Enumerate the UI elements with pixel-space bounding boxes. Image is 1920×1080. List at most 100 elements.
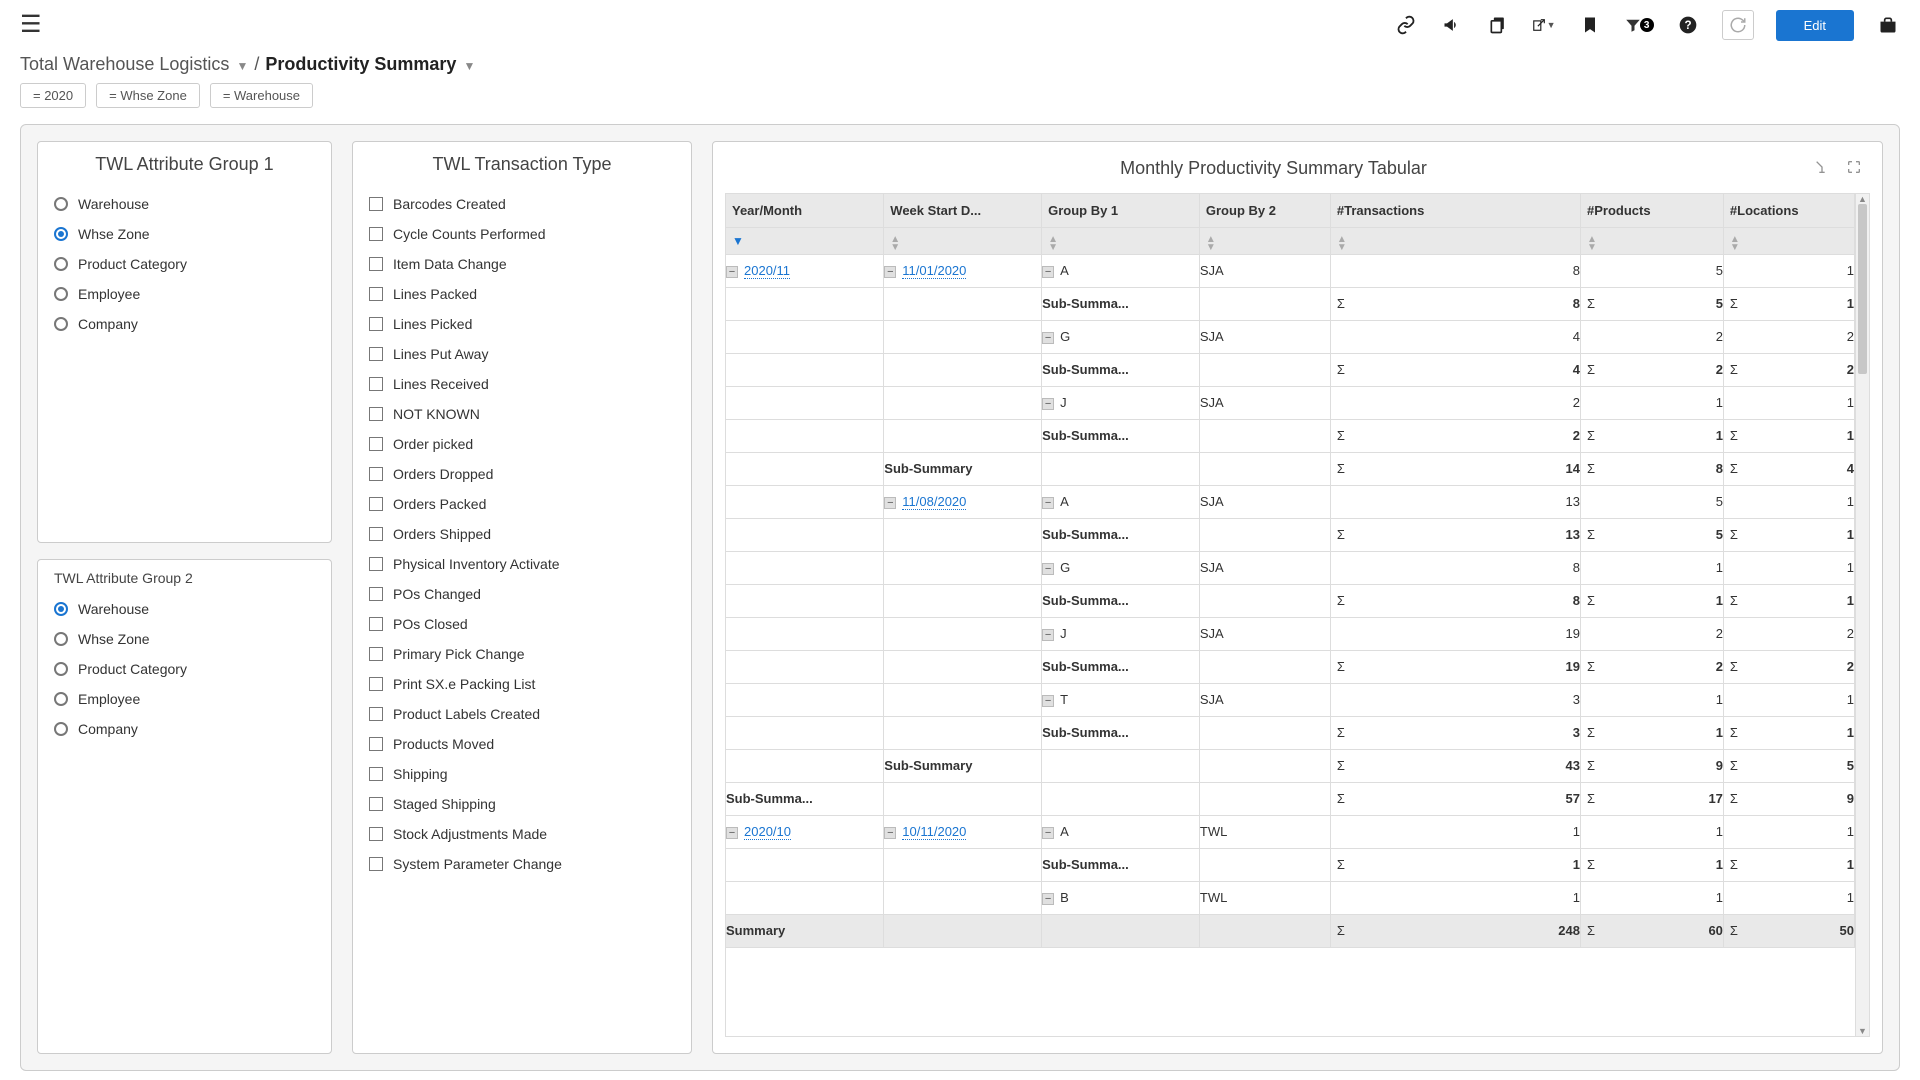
sort-products[interactable]: ▲▼ [1581, 227, 1724, 254]
checkbox-icon [369, 617, 383, 631]
table-row: Sub-Summa...1922 [726, 650, 1855, 683]
column-header[interactable]: #Products [1581, 194, 1724, 227]
sort-locations[interactable]: ▲▼ [1723, 227, 1854, 254]
column-header[interactable]: Week Start D... [884, 194, 1042, 227]
collapse-handle-icon[interactable]: − [1042, 332, 1054, 344]
checkbox-option[interactable]: POs Changed [369, 579, 675, 609]
column-header[interactable]: Group By 2 [1199, 194, 1330, 227]
filter-pill[interactable]: = Whse Zone [96, 83, 200, 108]
checkbox-option[interactable]: Lines Put Away [369, 339, 675, 369]
checkbox-option[interactable]: Physical Inventory Activate [369, 549, 675, 579]
sort-week-start[interactable]: ▲▼ [884, 227, 1042, 254]
radio-option[interactable]: Warehouse [54, 594, 315, 624]
collapse-handle-icon[interactable]: − [1042, 629, 1054, 641]
collapse-handle-icon[interactable]: − [884, 827, 896, 839]
checkbox-option[interactable]: Lines Received [369, 369, 675, 399]
collapse-handle-icon[interactable]: − [884, 497, 896, 509]
collapse-handle-icon[interactable]: − [1042, 563, 1054, 575]
hamburger-menu-icon[interactable]: ☰ [20, 13, 42, 37]
year-month-link[interactable]: 2020/11 [744, 263, 790, 279]
sort-year-month[interactable]: ▼ [726, 227, 884, 254]
help-icon[interactable]: ? [1676, 13, 1700, 37]
checkbox-option[interactable]: Primary Pick Change [369, 639, 675, 669]
collapse-handle-icon[interactable]: − [1042, 497, 1054, 509]
checkbox-option[interactable]: Print SX.e Packing List [369, 669, 675, 699]
year-month-link[interactable]: 2020/10 [744, 824, 791, 840]
checkbox-option[interactable]: Products Moved [369, 729, 675, 759]
week-start-link[interactable]: 11/01/2020 [902, 263, 966, 279]
breadcrumb-current[interactable]: Productivity Summary ▼ [265, 54, 475, 75]
radio-option[interactable]: Warehouse [54, 189, 315, 219]
checkbox-label: Shipping [393, 766, 448, 782]
collapse-handle-icon[interactable]: − [1042, 398, 1054, 410]
link-icon[interactable] [1394, 13, 1418, 37]
collapse-handle-icon[interactable]: − [1042, 827, 1054, 839]
refresh-button[interactable] [1722, 10, 1754, 40]
radio-option[interactable]: Whse Zone [54, 219, 315, 249]
checkbox-option[interactable]: Staged Shipping [369, 789, 675, 819]
radio-option[interactable]: Company [54, 714, 315, 744]
checkbox-option[interactable]: Stock Adjustments Made [369, 819, 675, 849]
collapse-handle-icon[interactable]: − [1042, 266, 1054, 278]
edit-button[interactable]: Edit [1776, 10, 1854, 41]
locations-cell: 1 [1723, 848, 1854, 881]
checkbox-option[interactable]: Cycle Counts Performed [369, 219, 675, 249]
column-header[interactable]: #Locations [1723, 194, 1854, 227]
radio-option[interactable]: Employee [54, 279, 315, 309]
sort-group-2[interactable]: ▲▼ [1199, 227, 1330, 254]
expand-icon[interactable] [1846, 159, 1862, 178]
week-start-link[interactable]: 10/11/2020 [902, 824, 966, 840]
radio-option[interactable]: Employee [54, 684, 315, 714]
checkbox-option[interactable]: Item Data Change [369, 249, 675, 279]
radio-label: Product Category [78, 256, 187, 272]
briefcase-icon[interactable] [1876, 13, 1900, 37]
group-2-cell [1199, 650, 1330, 683]
column-header[interactable]: Group By 1 [1042, 194, 1200, 227]
checkbox-option[interactable]: Barcodes Created [369, 189, 675, 219]
breadcrumb-root[interactable]: Total Warehouse Logistics ▼ [20, 54, 248, 75]
checkbox-option[interactable]: Orders Dropped [369, 459, 675, 489]
column-header[interactable]: #Transactions [1330, 194, 1580, 227]
group-2-cell: SJA [1199, 386, 1330, 419]
radio-option[interactable]: Company [54, 309, 315, 339]
checkbox-option[interactable]: Orders Packed [369, 489, 675, 519]
week-start-link[interactable]: 11/08/2020 [902, 494, 966, 510]
checkbox-option[interactable]: POs Closed [369, 609, 675, 639]
copy-icon[interactable] [1486, 13, 1510, 37]
drilldown-icon[interactable] [1814, 159, 1830, 178]
radio-label: Employee [78, 286, 140, 302]
filter-pill[interactable]: = 2020 [20, 83, 86, 108]
scroll-down-icon[interactable]: ▼ [1856, 1026, 1869, 1036]
vertical-scrollbar[interactable]: ▲ ▼ [1855, 194, 1869, 1036]
scroll-thumb[interactable] [1858, 204, 1867, 374]
checkbox-option[interactable]: Order picked [369, 429, 675, 459]
scroll-up-icon[interactable]: ▲ [1856, 194, 1869, 204]
export-icon[interactable]: ▼ [1532, 13, 1556, 37]
table-title: Monthly Productivity Summary Tabular [733, 158, 1814, 179]
checkbox-option[interactable]: System Parameter Change [369, 849, 675, 879]
bookmark-icon[interactable] [1578, 13, 1602, 37]
filter-pill[interactable]: = Warehouse [210, 83, 313, 108]
announce-icon[interactable] [1440, 13, 1464, 37]
sort-transactions[interactable]: ▲▼ [1330, 227, 1580, 254]
table-scroll[interactable]: Year/MonthWeek Start D...Group By 1Group… [726, 194, 1855, 1036]
checkbox-option[interactable]: Lines Picked [369, 309, 675, 339]
checkbox-option[interactable]: NOT KNOWN [369, 399, 675, 429]
collapse-handle-icon[interactable]: − [884, 266, 896, 278]
checkbox-option[interactable]: Product Labels Created [369, 699, 675, 729]
svg-text:?: ? [1684, 19, 1691, 32]
transactions-cell: 1 [1330, 815, 1580, 848]
collapse-handle-icon[interactable]: − [726, 827, 738, 839]
sort-group-1[interactable]: ▲▼ [1042, 227, 1200, 254]
radio-option[interactable]: Product Category [54, 249, 315, 279]
checkbox-option[interactable]: Orders Shipped [369, 519, 675, 549]
collapse-handle-icon[interactable]: − [1042, 893, 1054, 905]
collapse-handle-icon[interactable]: − [726, 266, 738, 278]
radio-option[interactable]: Product Category [54, 654, 315, 684]
column-header[interactable]: Year/Month [726, 194, 884, 227]
collapse-handle-icon[interactable]: − [1042, 695, 1054, 707]
checkbox-option[interactable]: Lines Packed [369, 279, 675, 309]
filter-button[interactable]: 3 [1624, 16, 1654, 34]
checkbox-option[interactable]: Shipping [369, 759, 675, 789]
radio-option[interactable]: Whse Zone [54, 624, 315, 654]
